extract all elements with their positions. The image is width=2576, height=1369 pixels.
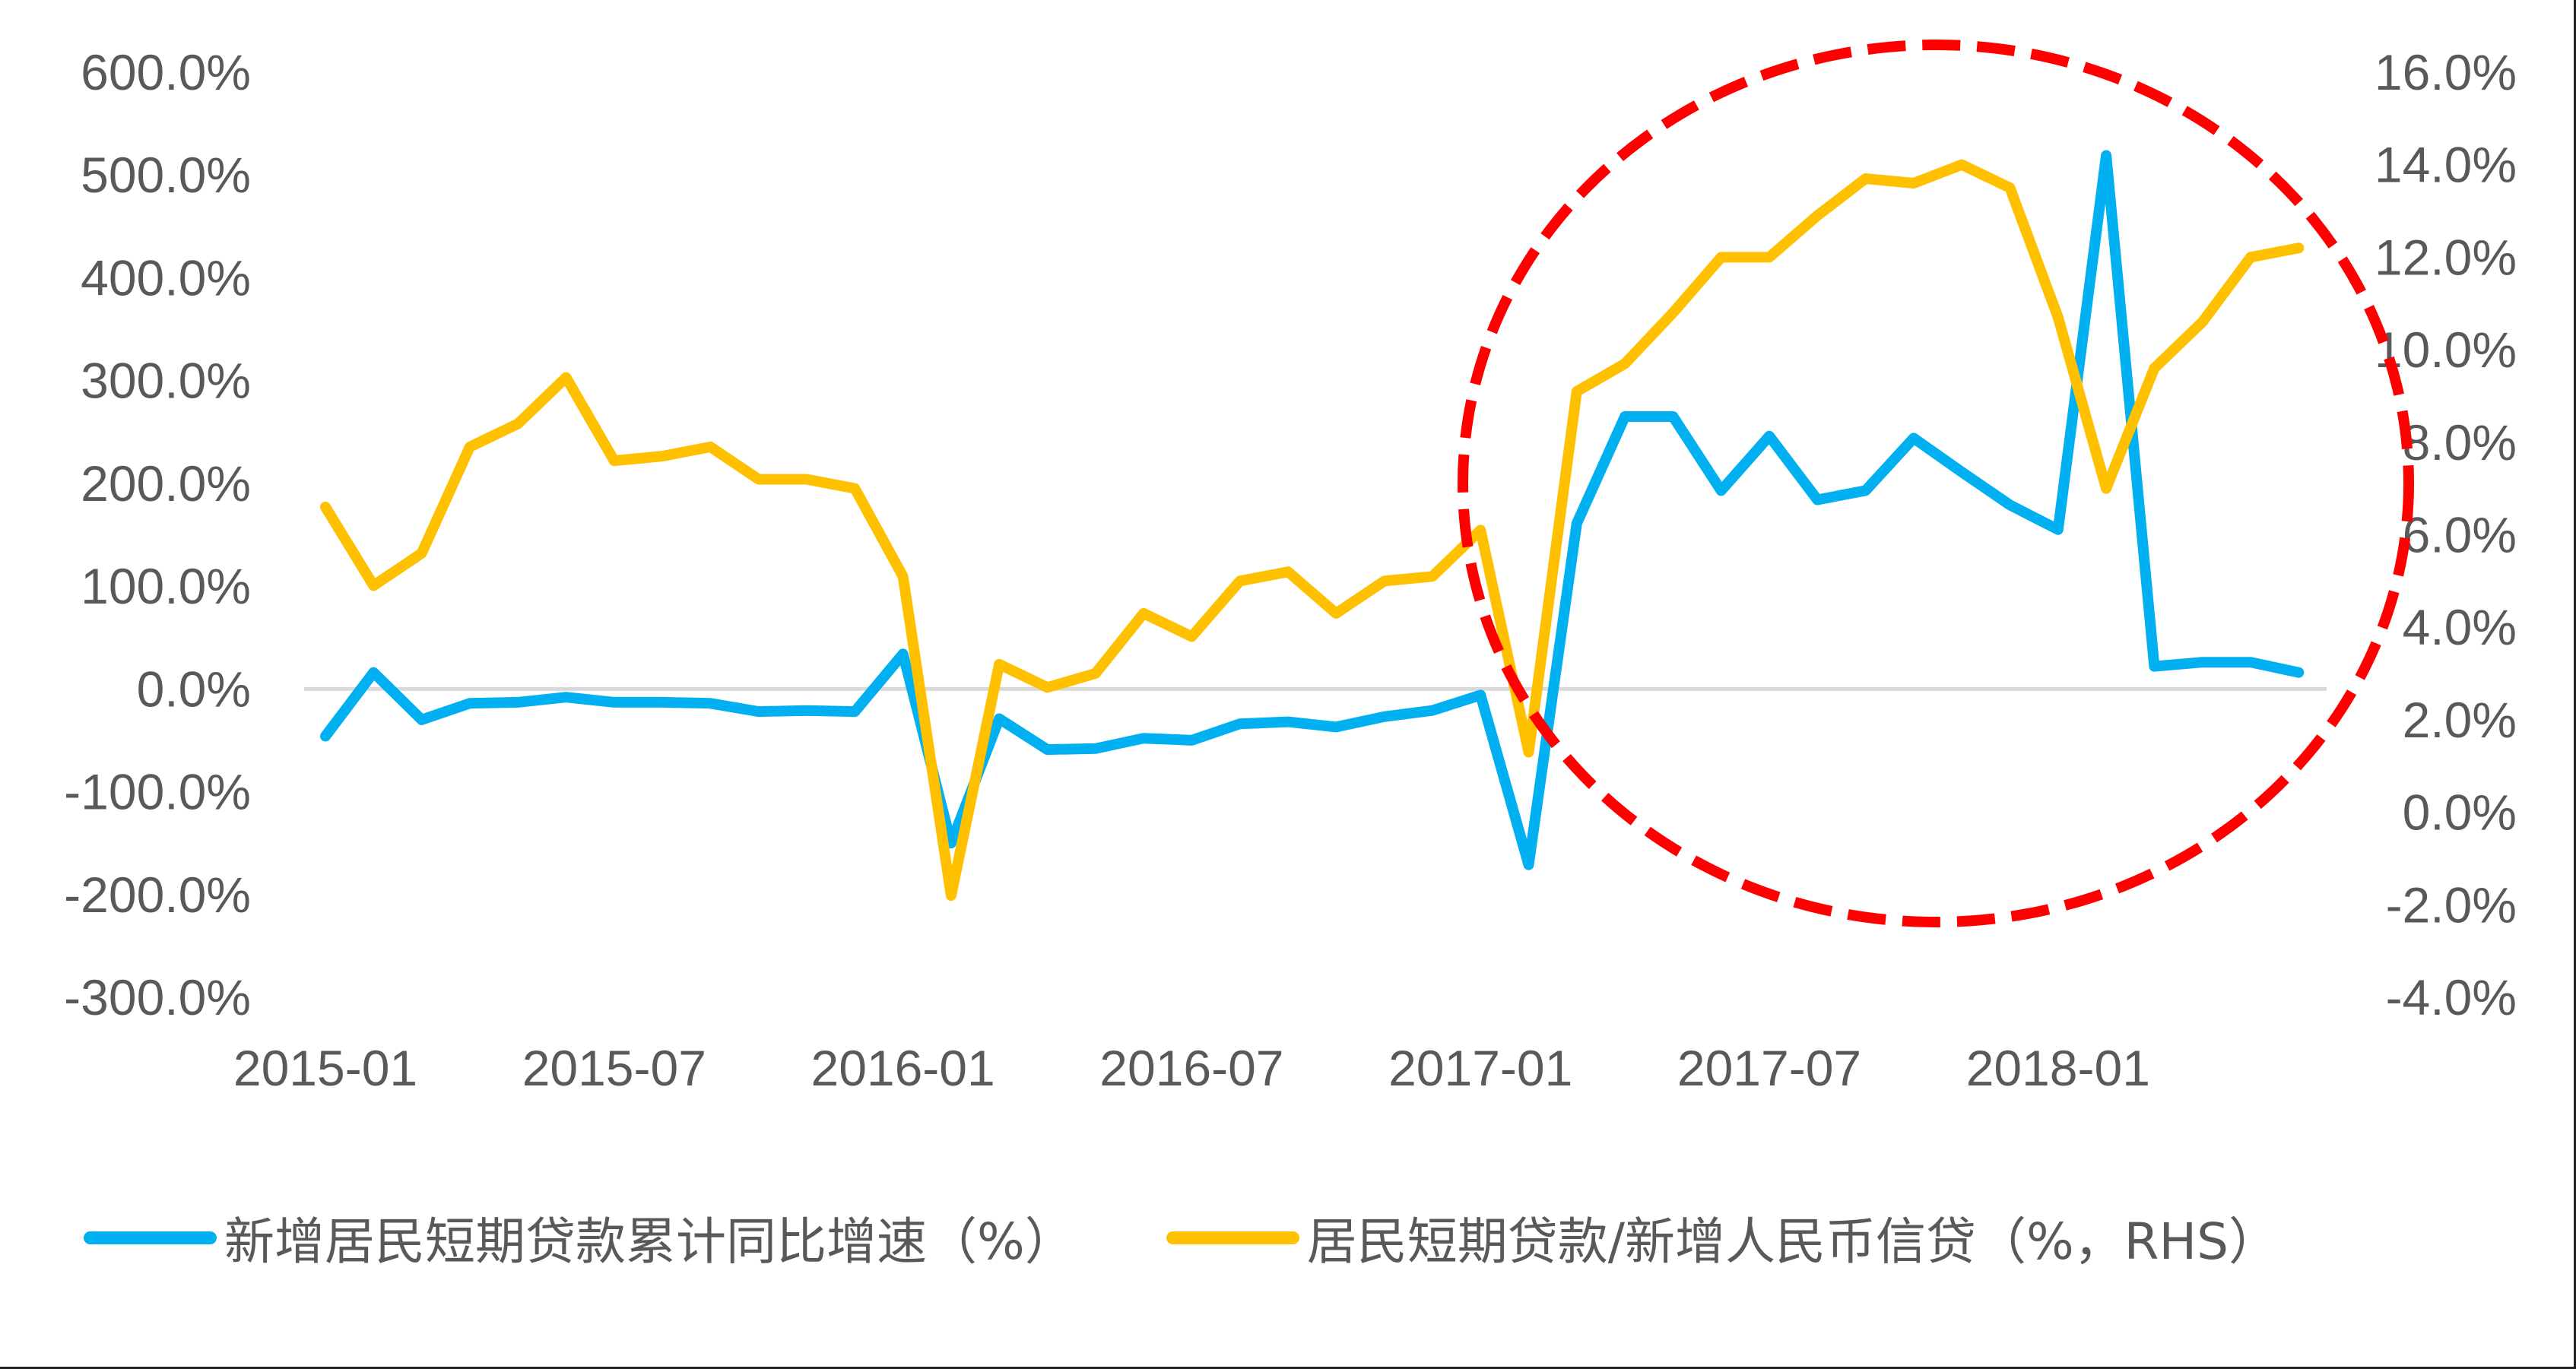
x-tick-label: 2016-07 [1099, 1040, 1283, 1096]
x-tick-label: 2017-01 [1388, 1040, 1572, 1096]
left-tick-label: 500.0% [81, 147, 251, 203]
left-tick-label: -200.0% [64, 867, 251, 923]
x-tick-label: 2016-01 [811, 1040, 995, 1096]
right-tick-label: 2.0% [2403, 692, 2517, 748]
left-tick-label: -100.0% [64, 764, 251, 820]
legend-swatch-yellow [1166, 1231, 1299, 1244]
legend-item-growth: 新增居民短期贷款累计同比增速（%） [84, 1201, 1075, 1274]
legend-item-share: 居民短期贷款/新增人民币信贷（%，RHS） [1166, 1201, 2279, 1274]
right-tick-label: 8.0% [2403, 414, 2517, 471]
legend-label: 居民短期贷款/新增人民币信贷（%，RHS） [1306, 1212, 2279, 1271]
frame-border-right [2574, 0, 2576, 1369]
series-line-short-loan-growth [320, 150, 2305, 870]
right-tick-label: 10.0% [2375, 322, 2517, 378]
right-tick-label: 6.0% [2403, 507, 2517, 563]
left-tick-label: 0.0% [137, 661, 251, 717]
x-tick-label: 2015-07 [522, 1040, 706, 1096]
right-y-axis: 16.0% 14.0% 12.0% 10.0% 8.0% 6.0% 4.0% 2.0% 0.0%… [2375, 44, 2517, 1025]
right-tick-label: -4.0% [2386, 969, 2517, 1025]
right-tick-label: 16.0% [2375, 44, 2517, 100]
right-tick-label: 14.0% [2375, 137, 2517, 193]
left-tick-label: 400.0% [81, 249, 251, 306]
x-axis: 2015-01 2015-07 2016-01 2016-07 2017-01 2017-… [233, 1040, 2150, 1096]
legend-swatch-blue [84, 1231, 217, 1244]
highlight-dashed-circle [1458, 40, 2414, 927]
right-tick-label: 0.0% [2403, 784, 2517, 841]
left-tick-label: 600.0% [81, 44, 251, 100]
x-tick-label: 2017-07 [1677, 1040, 1861, 1096]
right-tick-label: 4.0% [2403, 599, 2517, 655]
left-tick-label: 200.0% [81, 455, 251, 512]
frame-border-bottom [0, 1367, 2576, 1369]
left-tick-label: -300.0% [64, 969, 251, 1025]
legend: 新增居民短期贷款累计同比增速（%） 居民短期贷款/新增人民币信贷（%，RHS） [84, 1201, 2279, 1274]
x-tick-label: 2015-01 [233, 1040, 417, 1096]
left-tick-label: 300.0% [81, 353, 251, 409]
left-y-axis: 600.0% 500.0% 400.0% 300.0% 200.0% 100.0% 0.0%… [64, 44, 251, 1025]
series-line-short-loan-share [320, 159, 2305, 902]
legend-label: 新增居民短期贷款累计同比增速（%） [224, 1212, 1075, 1271]
right-tick-label: 12.0% [2375, 229, 2517, 285]
left-tick-label: 100.0% [81, 558, 251, 614]
right-tick-label: -2.0% [2386, 876, 2517, 933]
x-tick-label: 2018-01 [1966, 1040, 2150, 1096]
